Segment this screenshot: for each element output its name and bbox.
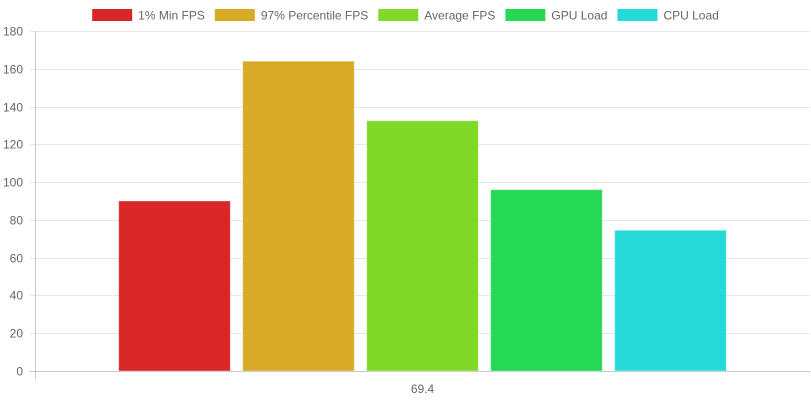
legend-label: 1% Min FPS <box>138 9 205 23</box>
y-tick-label: 80 <box>10 214 24 228</box>
y-tick-label: 160 <box>3 63 23 77</box>
legend-item[interactable]: GPU Load <box>505 9 607 23</box>
legend-label: GPU Load <box>551 9 607 23</box>
legend-item[interactable]: 97% Percentile FPS <box>214 9 368 23</box>
y-tick-label: 20 <box>10 327 24 341</box>
bar-layer <box>118 60 727 372</box>
legend-swatch <box>92 9 133 21</box>
y-tick-label: 180 <box>3 25 23 39</box>
axis-layer: 0 20 40 60 80 100 120 140 160 180 69.4 <box>3 25 435 397</box>
x-tick-label: 69.4 <box>411 382 435 396</box>
bar-cpu-load <box>614 229 727 372</box>
y-tick-label: 0 <box>16 365 23 379</box>
legend-swatch <box>617 9 658 21</box>
y-tick-label: 100 <box>3 176 23 190</box>
legend-label: 97% Percentile FPS <box>261 9 368 23</box>
bar-97-percentile-fps <box>242 60 355 372</box>
legend-item[interactable]: 1% Min FPS <box>92 9 205 23</box>
legend: 1% Min FPS 97% Percentile FPS Average FPS G… <box>92 9 719 23</box>
legend-swatch <box>214 9 255 21</box>
legend-swatch <box>505 9 546 21</box>
bar-average-fps <box>366 120 479 372</box>
legend-item[interactable]: CPU Load <box>617 9 719 23</box>
y-tick-label: 40 <box>10 289 24 303</box>
bar-gpu-load <box>490 189 603 372</box>
y-tick-label: 140 <box>3 101 23 115</box>
legend-label: Average FPS <box>424 9 495 23</box>
legend-swatch <box>378 9 419 21</box>
legend-item[interactable]: Average FPS <box>378 9 495 23</box>
y-tick-label: 60 <box>10 252 24 266</box>
bar-1-min-fps <box>118 200 231 372</box>
legend-label: CPU Load <box>663 9 718 23</box>
y-tick-label: 120 <box>3 138 23 152</box>
